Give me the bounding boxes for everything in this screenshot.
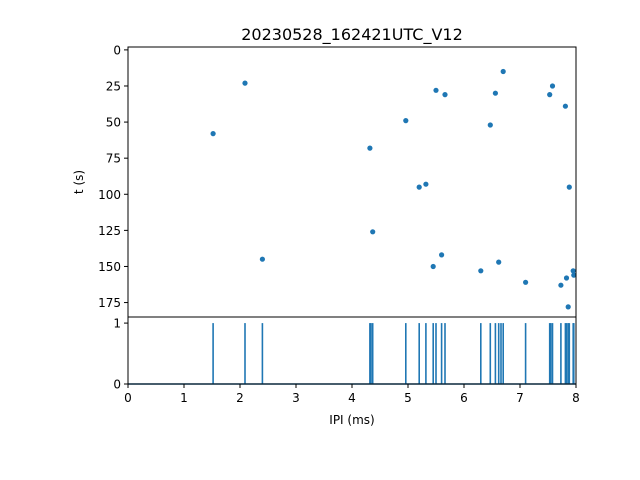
y-axis-label: t (s) xyxy=(72,170,86,194)
scatter-point xyxy=(433,87,439,93)
chart-title: 20230528_162421UTC_V12 xyxy=(241,25,463,45)
scatter-point xyxy=(570,268,576,274)
scatter-plot-area xyxy=(210,68,577,310)
scatter-point xyxy=(523,279,529,285)
scatter-point xyxy=(562,103,569,109)
scatter-point xyxy=(259,256,265,262)
y-tick-label: 150 xyxy=(98,260,121,274)
scatter-point xyxy=(492,90,498,96)
scatter-point xyxy=(500,68,506,75)
scatter-point xyxy=(367,145,373,151)
scatter-point xyxy=(439,252,445,258)
y-tick-label: 1 xyxy=(113,317,121,331)
x-tick-label: 0 xyxy=(124,391,132,405)
y-tick-label: 0 xyxy=(113,43,121,57)
y-tick-label: 175 xyxy=(98,296,121,310)
x-tick-label: 6 xyxy=(460,391,468,405)
scatter-point xyxy=(442,92,448,98)
x-tick-label: 3 xyxy=(292,391,300,405)
spike-x-ticks: 0 1 2 3 4 5 6 7 8 xyxy=(124,384,580,405)
scatter-point xyxy=(565,304,571,310)
y-tick-label: 25 xyxy=(106,79,121,93)
scatter-point xyxy=(496,259,502,265)
x-tick-label: 8 xyxy=(572,391,580,405)
scatter-y-ticks: 0 25 50 75 100 125 150 175 xyxy=(98,43,128,310)
scatter-point xyxy=(430,263,436,270)
scatter-point xyxy=(558,282,564,288)
scatter-point xyxy=(242,80,248,86)
scatter-point xyxy=(210,131,216,137)
y-tick-label: 125 xyxy=(98,224,121,238)
x-tick-label: 1 xyxy=(180,391,188,405)
scatter-point xyxy=(549,83,556,89)
y-tick-label: 100 xyxy=(98,188,121,202)
scatter-point xyxy=(423,181,429,187)
y-tick-label: 0 xyxy=(113,378,121,392)
scatter-point xyxy=(566,184,572,190)
scatter-point xyxy=(416,184,422,190)
y-tick-label: 50 xyxy=(106,116,121,130)
x-tick-label: 5 xyxy=(404,391,412,405)
y-tick-label: 75 xyxy=(106,152,121,166)
spike-y-ticks: 01 xyxy=(113,317,128,392)
scatter-point xyxy=(547,92,553,98)
scatter-point xyxy=(571,272,577,278)
scatter-point xyxy=(563,275,570,281)
x-axis-label: IPI (ms) xyxy=(329,413,374,427)
x-tick-label: 2 xyxy=(236,391,244,405)
scatter-point xyxy=(487,122,493,128)
x-tick-label: 7 xyxy=(516,391,524,405)
x-tick-label: 4 xyxy=(348,391,356,405)
scatter-point xyxy=(478,268,484,274)
scatter-point xyxy=(403,118,409,124)
scatter-point xyxy=(370,229,376,235)
spike-plot-area xyxy=(128,323,576,385)
